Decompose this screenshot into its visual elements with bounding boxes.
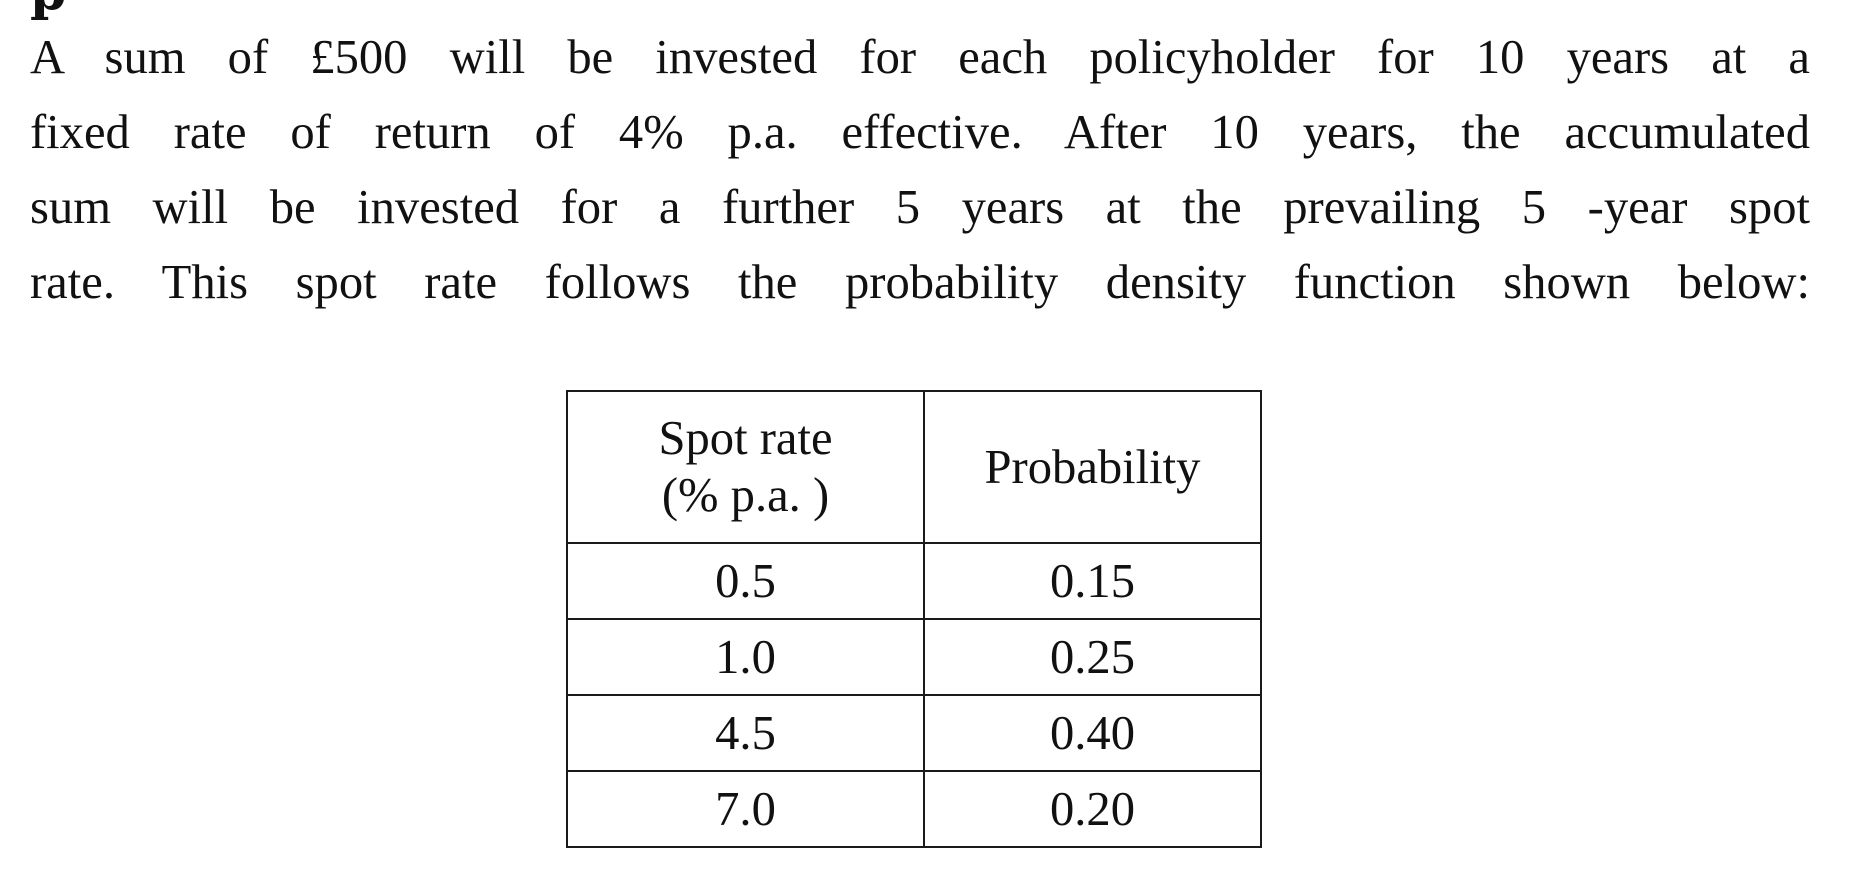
- table-row: 0.5 0.15: [566, 542, 1262, 620]
- probability-cell: 0.15: [923, 542, 1262, 620]
- table-row: 7.0 0.20: [566, 770, 1262, 848]
- spot-rate-header-line1: Spot rate: [658, 411, 833, 465]
- probability-cell: 0.40: [923, 694, 1262, 772]
- table-header-row: Spot rate (% p.a. ) Probability: [566, 390, 1262, 544]
- spot-rate-table: Spot rate (% p.a. ) Probability 0.5 0.15…: [566, 390, 1262, 848]
- spot-rate-cell: 0.5: [566, 542, 925, 620]
- heading-fragment: p: [30, 0, 66, 18]
- probability-cell: 0.25: [923, 618, 1262, 696]
- spot-rate-cell: 7.0: [566, 770, 925, 848]
- paragraph-line: sum will be invested for a further 5 yea…: [30, 180, 1810, 234]
- spot-rate-header: Spot rate (% p.a. ): [566, 390, 925, 544]
- spot-rate-table-container: Spot rate (% p.a. ) Probability 0.5 0.15…: [566, 390, 1262, 848]
- paragraph-line: A sum of £500 will be invested for each …: [30, 30, 1810, 84]
- spot-rate-header-line2: (% p.a. ): [661, 468, 830, 522]
- spot-rate-cell: 1.0: [566, 618, 925, 696]
- paragraph-line: rate. This spot rate follows the probabi…: [30, 255, 1810, 309]
- question-paragraph: A sum of £500 will be invested for each …: [30, 20, 1810, 320]
- paragraph-line: fixed rate of return of 4% p.a. effectiv…: [30, 105, 1810, 159]
- table-row: 4.5 0.40: [566, 694, 1262, 772]
- table-row: 1.0 0.25: [566, 618, 1262, 696]
- probability-cell: 0.20: [923, 770, 1262, 848]
- spot-rate-cell: 4.5: [566, 694, 925, 772]
- probability-header: Probability: [923, 390, 1262, 544]
